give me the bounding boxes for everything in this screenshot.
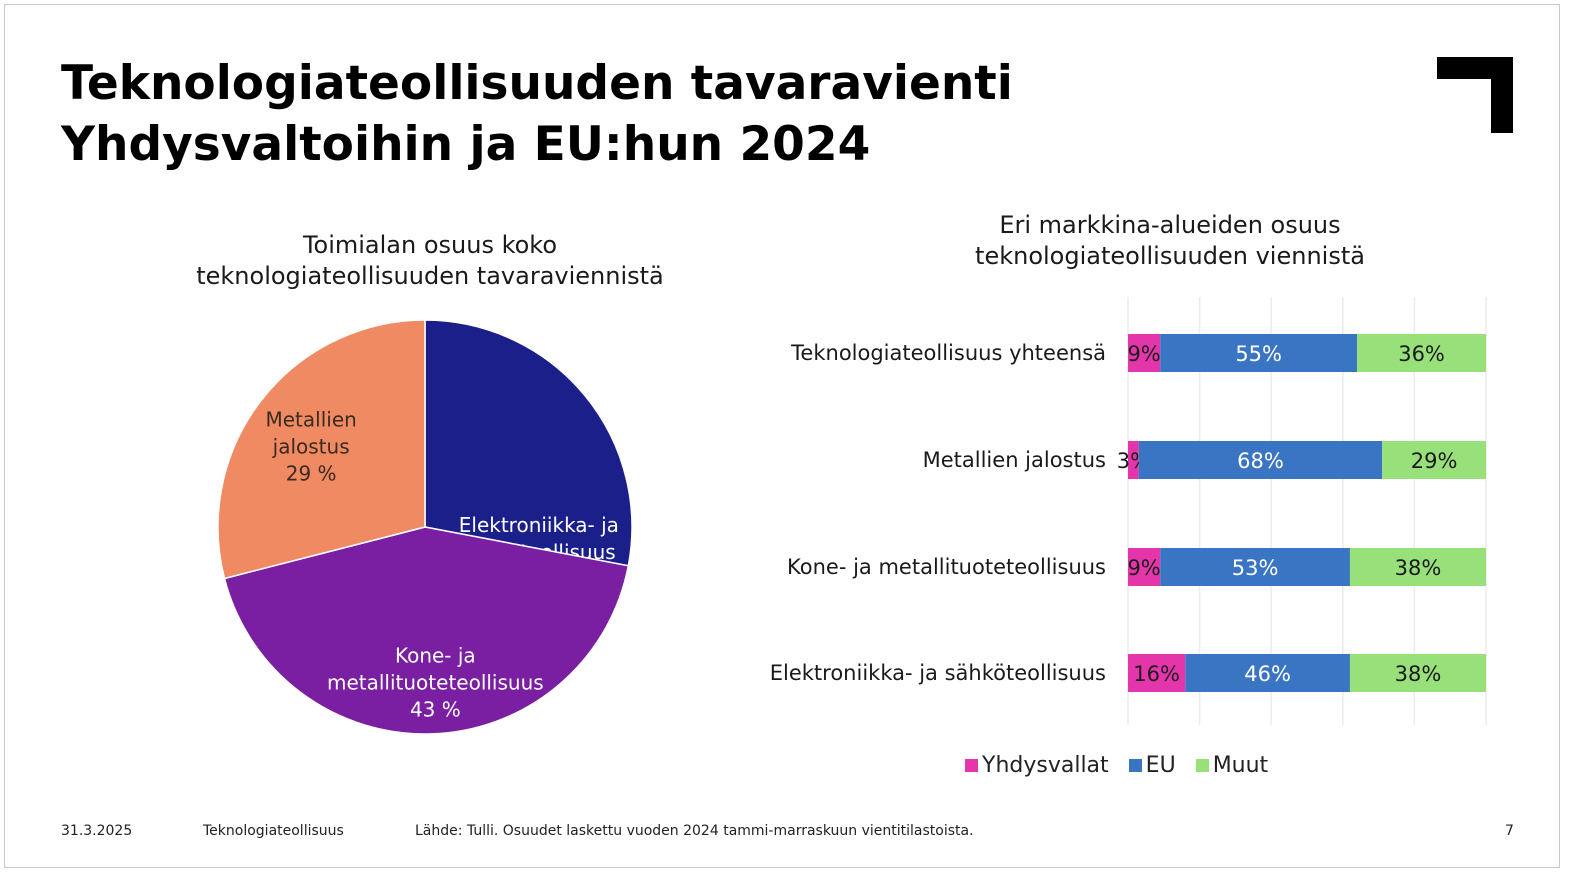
bar-label-eu-elektroniikka-ja-s-hk-teollisuus: 46%: [1244, 662, 1291, 686]
bar-chart-legend: Yhdysvallat EU Muut: [965, 753, 1268, 778]
legend-item-muut: Muut: [1195, 753, 1269, 778]
legend-label-eu: EU: [1145, 753, 1176, 778]
category-label-teknologiateollisuus-yhteens: Teknologiateollisuus yhteensä: [790, 341, 1106, 365]
bar-chart-title-line-1: Eri markkina-alueiden osuus: [999, 211, 1341, 239]
bar-label-yhdysvallat-kone-ja-metallituoteteollisuus: 9%: [1127, 556, 1160, 580]
category-label-elektroniikka-ja-s-hk-teollisuus: Elektroniikka- ja sähköteollisuus: [770, 661, 1106, 685]
bar-label-yhdysvallat-teknologiateollisuus-yhteens: 9%: [1127, 342, 1160, 366]
slide-title: Teknologiateollisuuden tavaravienti Yhdy…: [61, 53, 1013, 175]
legend-swatch-muut: [1195, 759, 1209, 772]
bar-eu-teknologiateollisuus-yhteens: [1160, 334, 1358, 372]
pie-slice-kone-ja-metallituoteteollisuus: [223, 526, 630, 735]
bar-eu-kone-ja-metallituoteteollisuus: [1160, 548, 1350, 586]
bar-chart-title: Eri markkina-alueiden osuus teknologiate…: [905, 210, 1435, 272]
pie-chart-title-line-1: Toimialan osuus koko: [302, 231, 558, 259]
bar-label-muut-teknologiateollisuus-yhteens: 36%: [1398, 342, 1445, 366]
bar-yhdysvallat-kone-ja-metallituoteteollisuus: [1128, 548, 1161, 586]
footer-organization: Teknologiateollisuus: [203, 823, 344, 839]
legend-swatch-yhdysvallat: [965, 759, 978, 772]
slide: Teknologiateollisuuden tavaravienti Yhdy…: [4, 4, 1560, 868]
category-label-kone-ja-metallituoteteollisuus: Kone- ja metallituoteteollisuus: [787, 555, 1106, 579]
stacked-bar-chart: Teknologiateollisuus yhteensä 9% 55% 36% Met…: [770, 297, 1487, 725]
bar-yhdysvallat-teknologiateollisuus-yhteens: [1128, 334, 1161, 372]
corner-logo-icon: [1437, 57, 1513, 133]
footer-page-number: 7: [1505, 823, 1514, 839]
bar-label-eu-teknologiateollisuus-yhteens: 55%: [1235, 342, 1282, 366]
legend-label-muut: Muut: [1212, 753, 1269, 778]
bar-label-muut-metallien-jalostus: 29%: [1411, 449, 1458, 473]
bar-muut-metallien-jalostus: [1382, 441, 1486, 479]
bar-label-yhdysvallat-elektroniikka-ja-s-hk-teollisuus: 16%: [1133, 662, 1180, 686]
footer-date: 31.3.2025: [61, 823, 133, 839]
bar-chart-title-line-2: teknologiateollisuuden viennistä: [975, 242, 1365, 270]
bar-label-muut-elektroniikka-ja-s-hk-teollisuus: 38%: [1395, 662, 1442, 686]
pie-chart: Elektroniikka- jasähköteollisuus28 %Kone…: [217, 319, 633, 735]
bar-yhdysvallat-elektroniikka-ja-s-hk-teollisuus: [1128, 654, 1186, 692]
pie-slice-elektroniikka-ja-s-hk-teollisuus: [424, 319, 633, 567]
footer-source: Lähde: Tulli. Osuudet laskettu vuoden 20…: [415, 823, 974, 839]
bar-muut-teknologiateollisuus-yhteens: [1357, 334, 1486, 372]
bar-yhdysvallat-metallien-jalostus: [1128, 441, 1139, 479]
legend-item-yhdysvallat: Yhdysvallat: [965, 753, 1109, 778]
pie-chart-title-line-2: teknologiateollisuuden tavaraviennistä: [196, 262, 664, 290]
bar-muut-elektroniikka-ja-s-hk-teollisuus: [1349, 654, 1486, 692]
category-label-metallien-jalostus: Metallien jalostus: [923, 448, 1106, 472]
bar-eu-metallien-jalostus: [1138, 441, 1383, 479]
bar-label-muut-kone-ja-metallituoteteollisuus: 38%: [1395, 556, 1442, 580]
legend-swatch-eu: [1128, 759, 1142, 772]
pie-label-metallien-jalostus: Metallien jalostus 29 %: [265, 407, 356, 485]
bar-label-eu-metallien-jalostus: 68%: [1237, 449, 1284, 473]
pie-chart-title: Toimialan osuus koko teknologiateollisuu…: [155, 230, 705, 292]
legend-label-yhdysvallat: Yhdysvallat: [982, 753, 1109, 778]
pie-slice-metallien-jalostus: [217, 319, 426, 580]
bar-eu-elektroniikka-ja-s-hk-teollisuus: [1185, 654, 1350, 692]
bar-muut-kone-ja-metallituoteteollisuus: [1349, 548, 1486, 586]
slide-title-line-2: Yhdysvaltoihin ja EU:hun 2024: [61, 117, 871, 172]
bar-label-eu-kone-ja-metallituoteteollisuus: 53%: [1232, 556, 1279, 580]
slide-title-line-1: Teknologiateollisuuden tavaravienti: [61, 56, 1013, 111]
pie-label-kone-ja-metallituoteteollisuus: Kone- ja metallituoteteollisuus 43 %: [327, 643, 544, 721]
legend-item-eu: EU: [1128, 753, 1176, 778]
